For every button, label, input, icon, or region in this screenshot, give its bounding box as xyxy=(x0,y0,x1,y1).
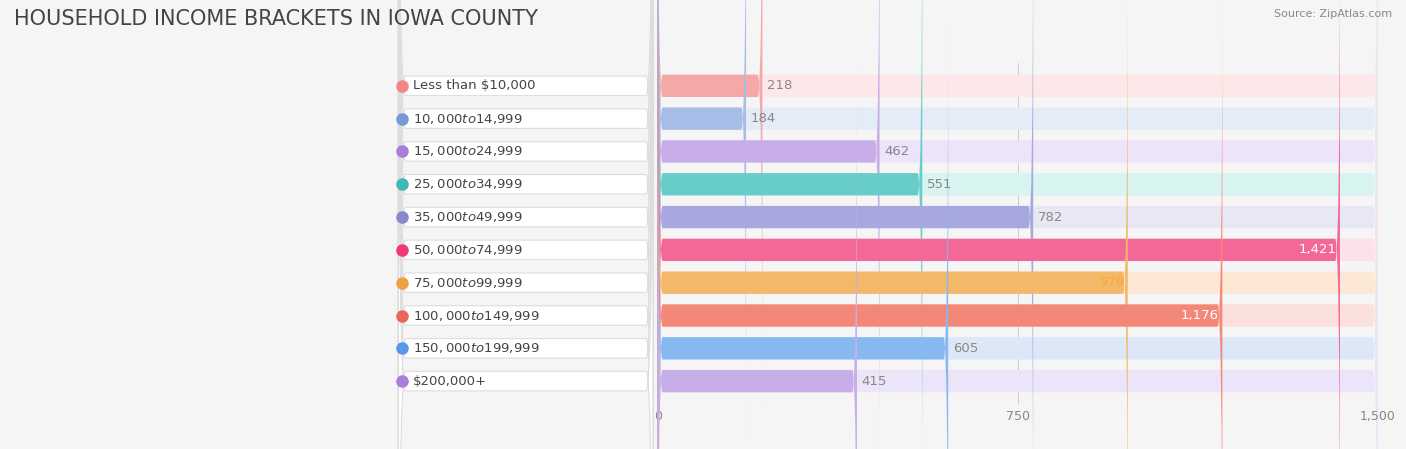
FancyBboxPatch shape xyxy=(658,0,747,436)
Text: $35,000 to $49,999: $35,000 to $49,999 xyxy=(413,210,523,224)
FancyBboxPatch shape xyxy=(398,0,652,449)
Text: $100,000 to $149,999: $100,000 to $149,999 xyxy=(413,308,540,322)
FancyBboxPatch shape xyxy=(658,0,880,449)
FancyBboxPatch shape xyxy=(658,0,1378,436)
FancyBboxPatch shape xyxy=(658,64,1378,449)
FancyBboxPatch shape xyxy=(658,0,1128,449)
Text: 415: 415 xyxy=(862,374,887,387)
FancyBboxPatch shape xyxy=(398,0,652,449)
Text: 551: 551 xyxy=(927,178,953,191)
FancyBboxPatch shape xyxy=(398,0,652,449)
FancyBboxPatch shape xyxy=(658,0,1222,449)
FancyBboxPatch shape xyxy=(658,0,1340,449)
Text: $15,000 to $24,999: $15,000 to $24,999 xyxy=(413,145,523,158)
FancyBboxPatch shape xyxy=(398,0,652,449)
FancyBboxPatch shape xyxy=(658,0,1378,449)
Text: 462: 462 xyxy=(884,145,910,158)
Text: HOUSEHOLD INCOME BRACKETS IN IOWA COUNTY: HOUSEHOLD INCOME BRACKETS IN IOWA COUNTY xyxy=(14,9,538,29)
FancyBboxPatch shape xyxy=(398,0,652,449)
FancyBboxPatch shape xyxy=(658,0,1378,449)
Text: 184: 184 xyxy=(751,112,776,125)
FancyBboxPatch shape xyxy=(658,0,1378,449)
FancyBboxPatch shape xyxy=(398,0,652,449)
FancyBboxPatch shape xyxy=(398,0,652,449)
Text: 782: 782 xyxy=(1038,211,1063,224)
Text: $75,000 to $99,999: $75,000 to $99,999 xyxy=(413,276,523,290)
FancyBboxPatch shape xyxy=(398,0,652,449)
Text: 605: 605 xyxy=(953,342,979,355)
Text: $10,000 to $14,999: $10,000 to $14,999 xyxy=(413,112,523,126)
FancyBboxPatch shape xyxy=(658,31,948,449)
Text: $200,000+: $200,000+ xyxy=(413,374,486,387)
FancyBboxPatch shape xyxy=(398,0,652,449)
FancyBboxPatch shape xyxy=(658,0,1378,449)
FancyBboxPatch shape xyxy=(658,0,762,403)
Text: Source: ZipAtlas.com: Source: ZipAtlas.com xyxy=(1274,9,1392,19)
Text: 1,421: 1,421 xyxy=(1298,243,1336,256)
Text: Less than $10,000: Less than $10,000 xyxy=(413,79,536,92)
FancyBboxPatch shape xyxy=(658,0,1378,449)
FancyBboxPatch shape xyxy=(658,0,1378,449)
Text: $50,000 to $74,999: $50,000 to $74,999 xyxy=(413,243,523,257)
Text: 979: 979 xyxy=(1098,276,1123,289)
FancyBboxPatch shape xyxy=(658,0,922,449)
FancyBboxPatch shape xyxy=(398,0,652,449)
FancyBboxPatch shape xyxy=(658,64,858,449)
Text: $25,000 to $34,999: $25,000 to $34,999 xyxy=(413,177,523,191)
Text: 218: 218 xyxy=(768,79,793,92)
FancyBboxPatch shape xyxy=(658,0,1378,403)
Text: $150,000 to $199,999: $150,000 to $199,999 xyxy=(413,341,540,355)
FancyBboxPatch shape xyxy=(658,0,1033,449)
FancyBboxPatch shape xyxy=(658,31,1378,449)
Text: 1,176: 1,176 xyxy=(1181,309,1219,322)
